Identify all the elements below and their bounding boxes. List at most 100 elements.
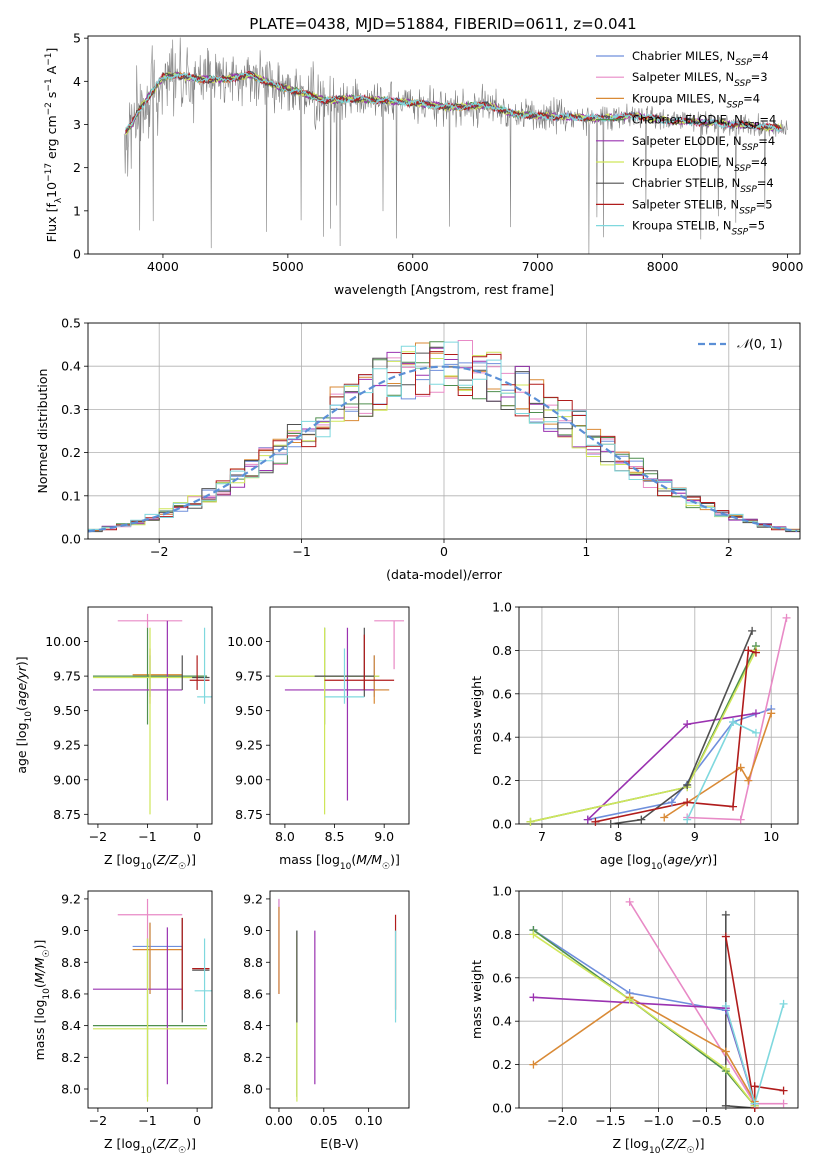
x-axis-label: wavelength [Angstrom, rest frame] (334, 282, 554, 297)
y-tick-label: 0.2 (61, 445, 81, 460)
plus-marker (736, 815, 745, 824)
x-tick-label: 8 (614, 829, 622, 844)
legend-entry: Chabrier ELODIE, NSSP=4 (632, 113, 776, 132)
mass-weight-series-6 (532, 933, 756, 1107)
y-tick-label: 8.2 (243, 1050, 263, 1065)
mass-weight-series-3 (663, 713, 772, 819)
spectrum-panel: 4000 5000 6000 7000 8000 9000 0 1 2 3 4 5 wavelength… (44, 31, 803, 297)
y-tick-label: 9.00 (53, 772, 81, 787)
legend-entry: Chabrier STELIB, NSSP=4 (632, 176, 774, 195)
y-tick-label: 10.00 (45, 634, 81, 649)
x-axis-label: mass [log10(M/M☉)] (279, 852, 400, 872)
plus-marker (529, 930, 538, 939)
x-tick-label: 8000 (647, 259, 679, 274)
axes-frame (87, 35, 801, 255)
plus-marker (779, 999, 788, 1008)
x-tick-label: 1 (582, 544, 590, 559)
gaussian-curve (88, 365, 798, 533)
legend-entry: Chabrier MILES, NSSP=4 (632, 49, 769, 68)
x-tick-label: 7000 (522, 259, 554, 274)
y-tick-label: 8.6 (61, 986, 81, 1001)
y-tick-label: 0.3 (61, 402, 81, 417)
mass-weight-series-7 (610, 630, 753, 824)
y-tick-label: 0.6 (492, 970, 512, 985)
plus-marker (721, 910, 730, 919)
legend-entry: Kroupa MILES, NSSP=4 (632, 91, 760, 110)
plus-marker (736, 763, 745, 772)
legend-entry: Salpeter STELIB, NSSP=5 (632, 197, 773, 216)
plus-marker (683, 720, 692, 729)
age-vs-mass-panel: 8.0 8.5 9.0 8.75 9.00 9.25 9.50 9.75 10.00 mass [… (227, 606, 410, 872)
y-tick-label: 8.4 (243, 1018, 263, 1033)
y-axis-label: mass weight (469, 960, 484, 1039)
axes-frame (87, 322, 801, 540)
y-tick-label: 1.0 (492, 884, 512, 899)
x-tick-label: 2 (725, 544, 733, 559)
plus-marker (751, 648, 760, 657)
plus-marker (683, 780, 692, 789)
plus-marker (583, 815, 592, 824)
mass-weight-series-8 (725, 936, 784, 1108)
plus-marker (667, 798, 676, 807)
mass-weight-vs-metallicity-panel: −2.0 −1.5 −1.0 −0.5 0.0 0.0 0.2 0.4 0.6 0.8 1.0 Z [… (469, 884, 799, 1156)
y-tick-label: 0.4 (492, 1014, 512, 1029)
x-tick-label: 8.0 (275, 829, 295, 844)
y-tick-label: 8.6 (243, 986, 263, 1001)
plus-marker (751, 709, 760, 718)
plus-marker (779, 1099, 788, 1108)
x-tick-label: −2 (150, 544, 168, 559)
x-tick-label: −2.0 (547, 1113, 577, 1128)
axes-frame (269, 890, 410, 1109)
x-tick-label: 0.10 (355, 1113, 383, 1128)
y-tick-label: 9.25 (53, 738, 81, 753)
y-tick-label: 8.75 (235, 807, 263, 822)
y-tick-label: 0.2 (492, 1057, 512, 1072)
x-tick-label: 0 (440, 544, 448, 559)
axes-frame (87, 890, 213, 1109)
y-tick-label: 3 (73, 117, 81, 132)
y-tick-label: 9.0 (61, 923, 81, 938)
x-axis-label: Z [log10(Z/Z☉)] (613, 1136, 705, 1156)
figure-title: PLATE=0438, MJD=51884, FIBERID=0611, z=0… (249, 15, 636, 33)
y-tick-label: 8.8 (61, 955, 81, 970)
y-tick-label: 9.0 (243, 923, 263, 938)
y-tick-label: 8.4 (61, 1018, 81, 1033)
legend-entry: Salpeter ELODIE, NSSP=4 (632, 134, 775, 153)
y-tick-label: 0.0 (492, 1101, 512, 1116)
x-tick-label: 9 (691, 829, 699, 844)
y-tick-label: 9.2 (243, 891, 263, 906)
y-tick-label: 9.50 (235, 703, 263, 718)
x-tick-label: 10 (763, 829, 779, 844)
plus-marker (744, 776, 753, 785)
y-tick-label: 0.4 (61, 359, 81, 374)
x-tick-label: −0.5 (691, 1113, 721, 1128)
y-tick-label: 0 (73, 247, 81, 262)
legend-entry: Kroupa ELODIE, NSSP=4 (632, 155, 768, 174)
y-tick-label: 9.50 (53, 703, 81, 718)
mass-vs-metallicity-panel: −2 −1 0 8.0 8.2 8.4 8.6 8.8 9.0 9.2 Z [log10(Z/Z☉)… (32, 890, 213, 1156)
plus-marker (721, 1002, 730, 1011)
plus-marker (729, 802, 738, 811)
x-axis-label: E(B-V) (320, 1136, 359, 1151)
plus-marker (529, 993, 538, 1002)
plus-marker (591, 817, 600, 826)
legend-entry: Salpeter MILES, NSSP=3 (632, 70, 768, 89)
plus-marker (683, 798, 692, 807)
x-tick-label: 4000 (147, 259, 179, 274)
axes-frame (518, 606, 799, 825)
residuals-panel: −2 −1 0 1 2 0.0 0.1 0.2 0.3 0.4 0.5 𝒩(0, 1) (data-mo… (35, 316, 801, 582)
plus-marker (779, 1086, 788, 1095)
x-tick-label: 0 (193, 829, 201, 844)
x-tick-label: −1 (138, 829, 156, 844)
mass-vs-extinction-panel: 0.00 0.05 0.10 8.0 8.2 8.4 8.6 8.8 9.0 9.2 E(B-V) (243, 890, 410, 1151)
plus-marker (721, 932, 730, 941)
mass-weight-vs-age-panel: 7 8 9 10 0.0 0.2 0.4 0.6 0.8 1.0 age [log10(age/yr… (469, 600, 799, 872)
x-tick-label: 8.5 (325, 829, 345, 844)
x-tick-label: −1.0 (643, 1113, 673, 1128)
x-axis-label: Z [log10(Z/Z☉)] (104, 852, 196, 872)
plus-marker (660, 813, 669, 822)
plus-marker (767, 709, 776, 718)
axes-frame (87, 606, 213, 825)
